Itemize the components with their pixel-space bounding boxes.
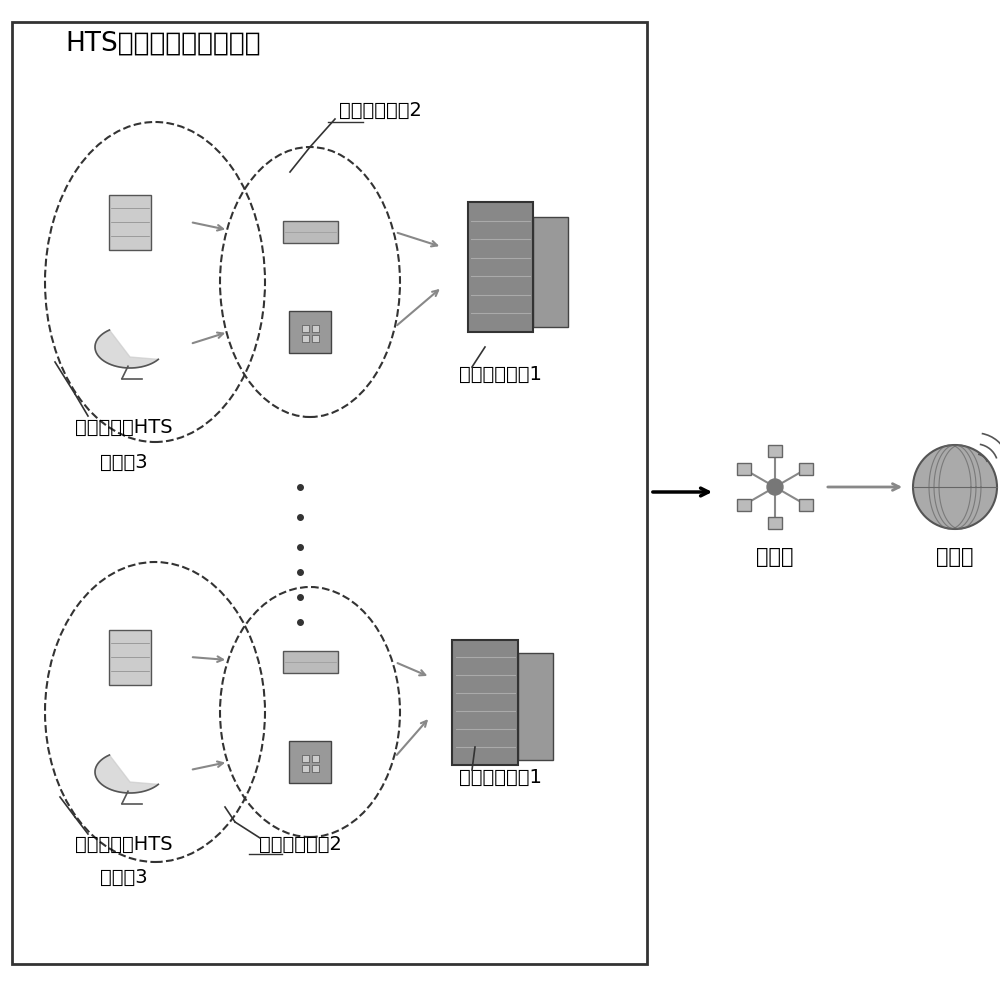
Bar [302,755,309,762]
Bar [312,335,319,342]
Text: 高通量卫星HTS: 高通量卫星HTS [75,835,173,853]
Text: 基带处理设备2: 基带处理设备2 [259,835,341,853]
Text: 集中处理设备1: 集中处理设备1 [459,768,541,787]
Bar [312,765,319,772]
Bar [302,325,309,332]
Bar [468,202,532,332]
Bar [768,517,782,528]
Bar [312,755,319,762]
Bar [768,445,782,458]
Bar [532,216,568,327]
Polygon shape [95,330,158,368]
Bar [289,311,331,353]
Text: 信关站3: 信关站3 [100,453,148,471]
Text: 信关站3: 信关站3 [100,867,148,887]
Bar [737,464,751,475]
Bar [799,499,813,511]
Text: 数据网: 数据网 [936,547,974,567]
Bar [289,741,331,783]
Circle shape [913,445,997,529]
Polygon shape [95,755,158,793]
Text: HTS信关站数据处理系统: HTS信关站数据处理系统 [65,31,261,57]
Text: 集中处理设备1: 集中处理设备1 [459,364,541,384]
Bar [452,639,518,765]
Text: 基带处理设备2: 基带处理设备2 [339,100,421,120]
Bar [737,499,751,511]
Bar [302,765,309,772]
Bar [109,629,151,684]
Bar [283,221,338,243]
Bar [283,651,338,673]
Bar [799,464,813,475]
Bar [109,194,151,249]
Bar [312,325,319,332]
Text: 高通量卫星HTS: 高通量卫星HTS [75,417,173,437]
Bar [302,335,309,342]
Circle shape [767,479,783,495]
Text: 核心网: 核心网 [756,547,794,567]
Bar [12,22,647,964]
Bar [518,653,553,759]
